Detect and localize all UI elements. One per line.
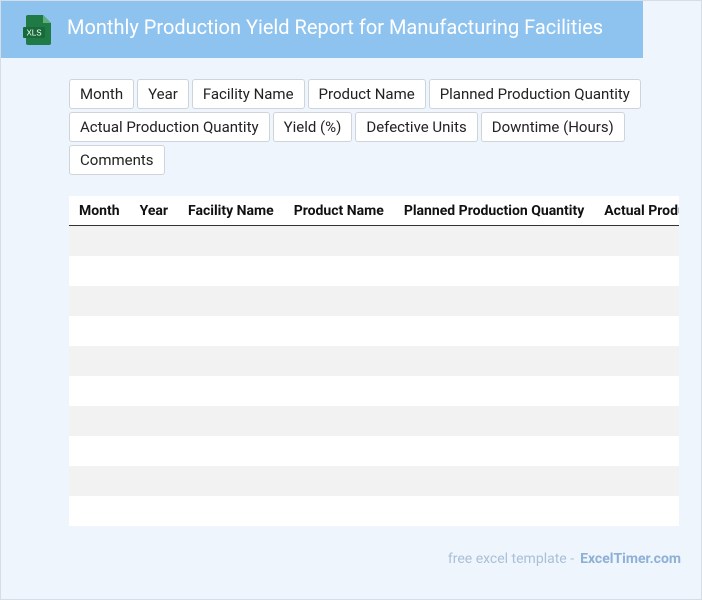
table-row [69,286,679,316]
table-row [69,346,679,376]
column-header: Actual Production Quantity [604,202,679,219]
column-tag[interactable]: Product Name [307,79,426,109]
table-header: Month Year Facility Name Product Name Planne… [69,196,679,226]
column-header: Product Name [293,202,384,219]
table-row [69,316,679,346]
column-tag[interactable]: Downtime (Hours) [480,112,625,142]
table-row [69,226,679,256]
column-header: Facility Name [188,202,274,219]
table: Month Year Facility Name Product Name Planne… [69,196,679,526]
footer-link[interactable]: ExcelTimer.com [580,551,681,567]
table-row [69,406,679,436]
column-tag[interactable]: Defective Units [355,112,478,142]
column-header: Month [79,202,120,219]
column-tag[interactable]: Month [69,79,135,109]
column-tag[interactable]: Planned Production Quantity [428,79,641,109]
column-tag[interactable]: Year [137,79,189,109]
column-tags: Month Year Facility Name Product Name Planne… [69,79,649,175]
table-body [69,226,679,526]
footer: free excel template - ExcelTimer.com [448,551,681,567]
header: XLS Monthly Production Yield Report for … [1,1,643,58]
xls-icon: XLS [23,15,51,45]
column-tag[interactable]: Comments [69,145,165,175]
svg-text:XLS: XLS [26,29,41,38]
table-row [69,466,679,496]
column-header: Planned Production Quantity [403,202,585,219]
table-row [69,376,679,406]
title: Monthly Production Yield Report for Manu… [67,15,604,39]
column-tag[interactable]: Yield (%) [272,112,353,142]
table-row [69,496,679,526]
table-row [69,436,679,466]
footer-text: free excel template - [447,551,575,567]
column-tag[interactable]: Actual Production Quantity [69,112,270,142]
column-tag[interactable]: Facility Name [191,79,305,109]
table-row [69,256,679,286]
column-header: Year [139,202,168,219]
